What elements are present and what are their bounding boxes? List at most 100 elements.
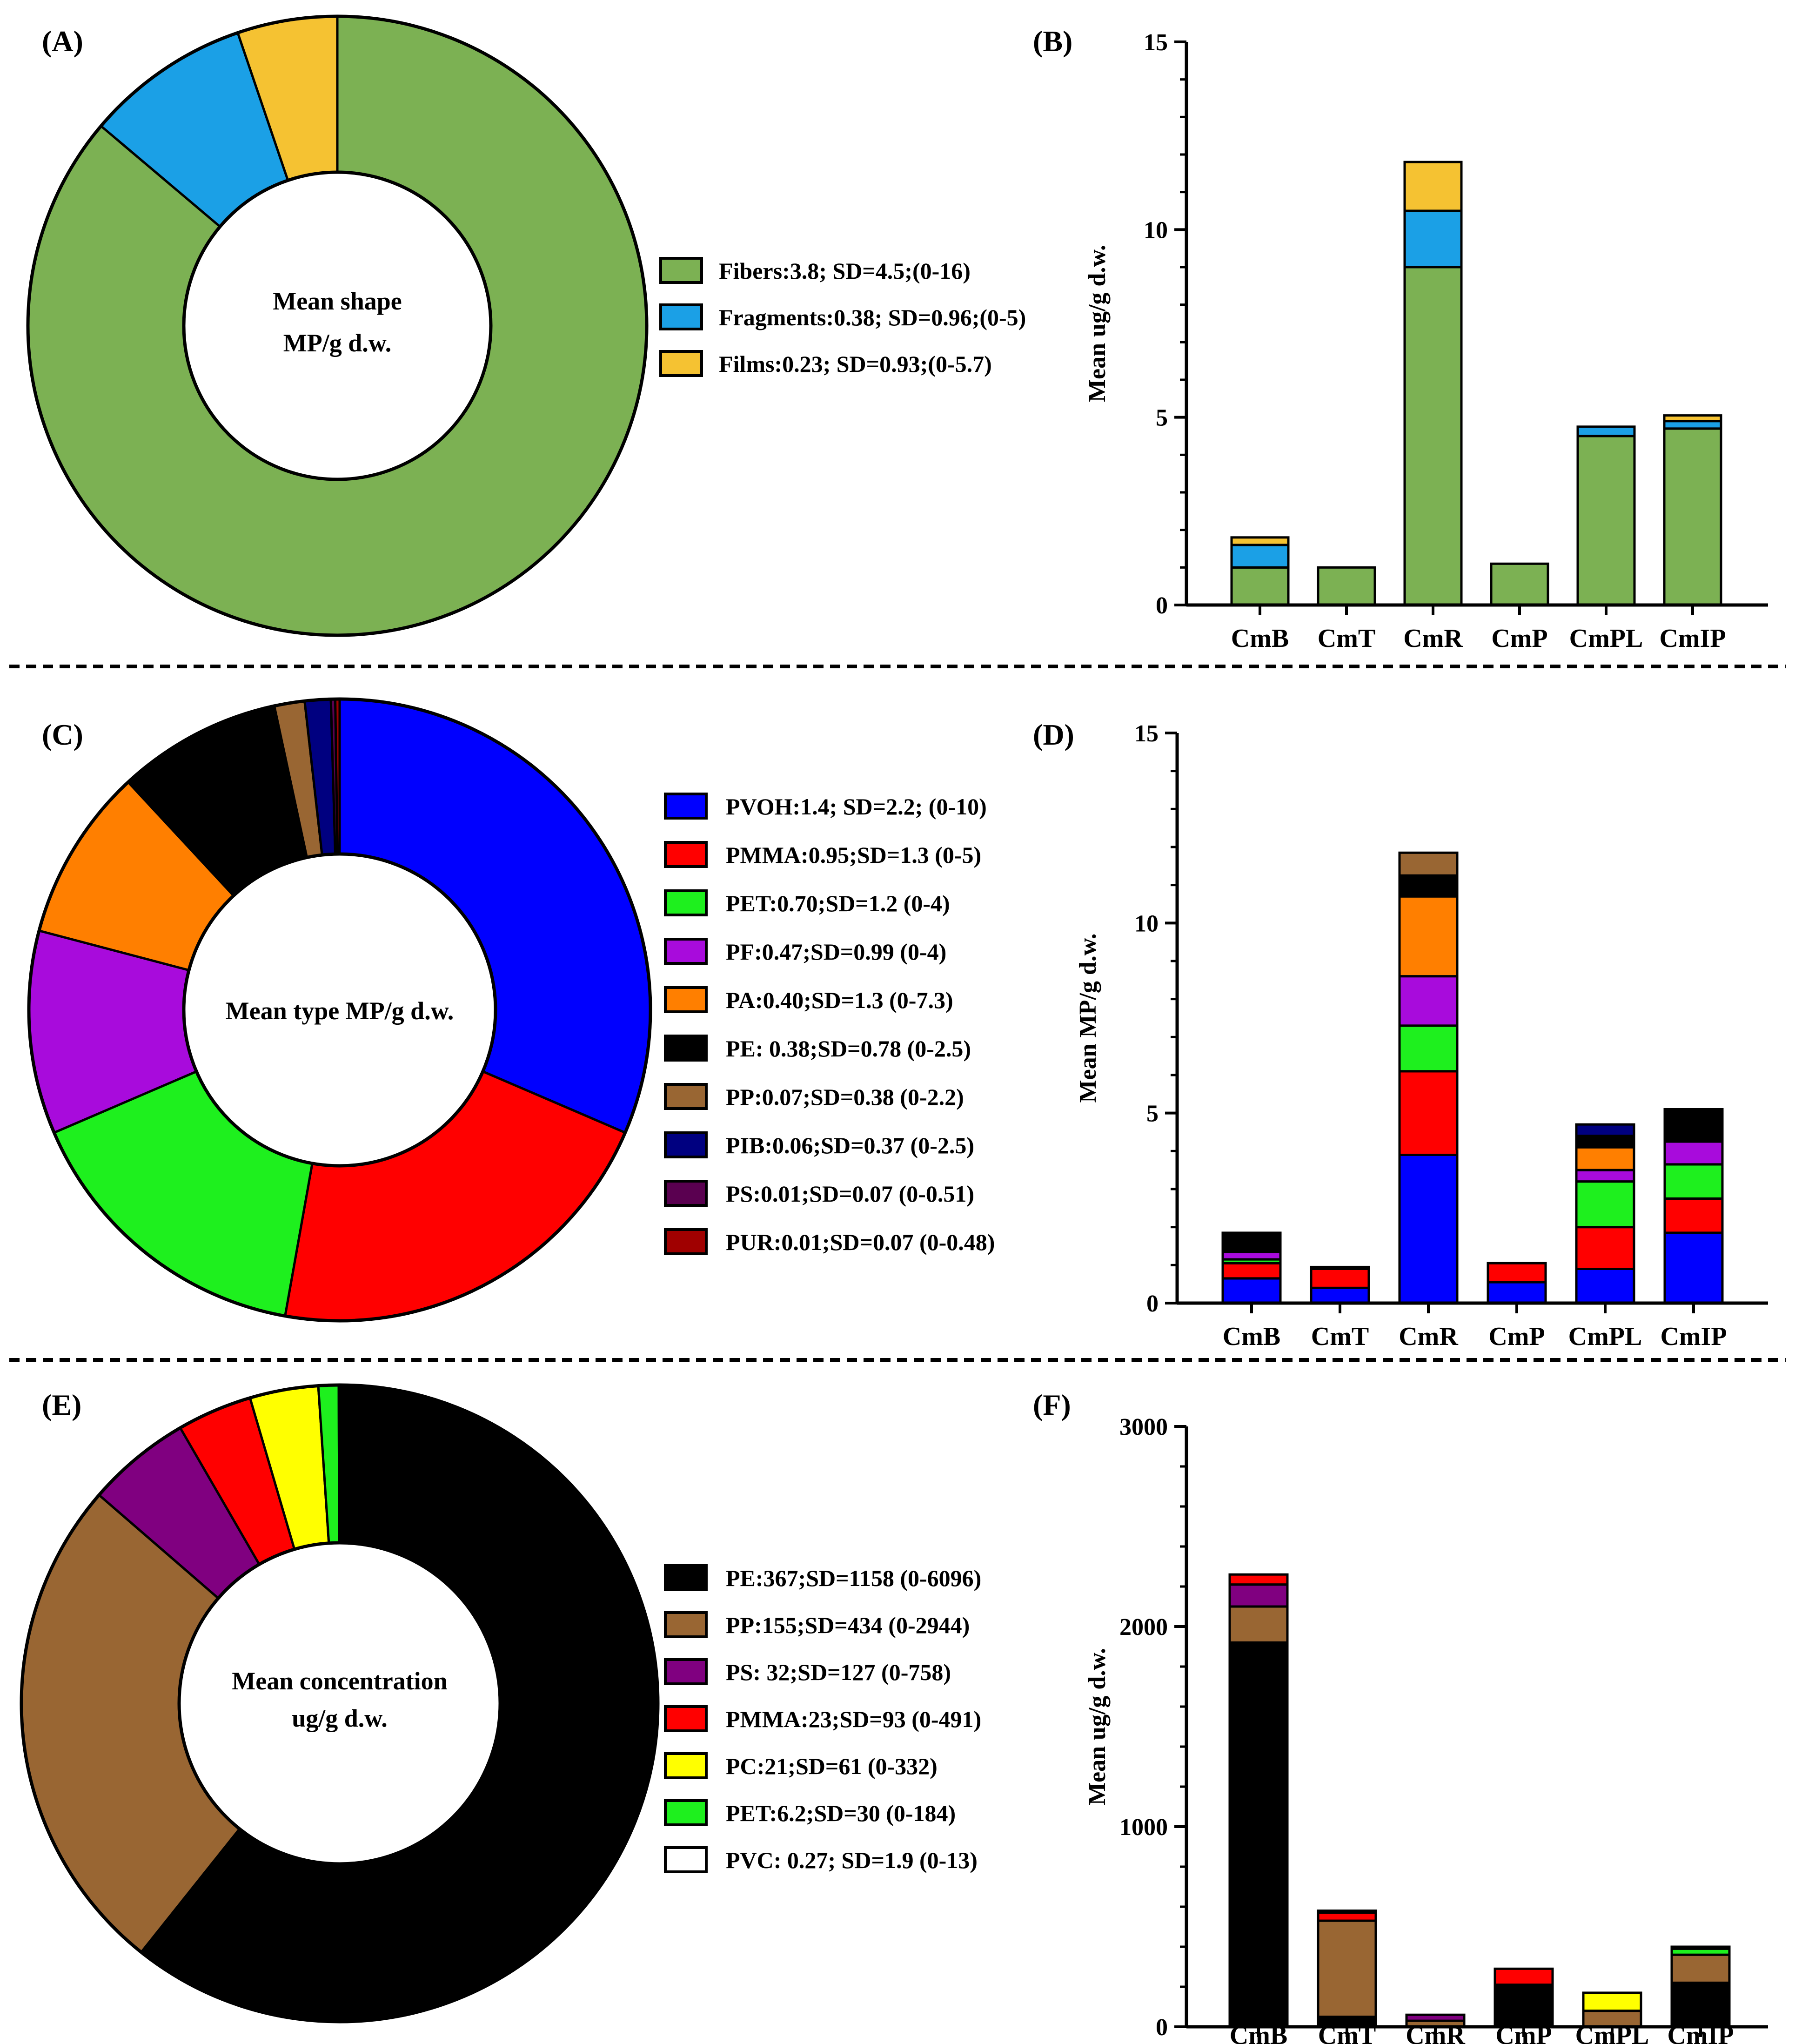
legend-swatch bbox=[664, 1658, 708, 1685]
y-tick-label: 5 bbox=[1146, 1101, 1159, 1127]
bar-segment bbox=[1403, 161, 1463, 212]
bar-segment bbox=[1576, 425, 1636, 437]
legend-label: PET:6.2;SD=30 (0-184) bbox=[726, 1800, 956, 1826]
bar-segment bbox=[1228, 1573, 1289, 1586]
bar-segment bbox=[1405, 2013, 1466, 2022]
donut-hole bbox=[182, 852, 497, 1168]
bar-segment bbox=[1670, 1981, 1731, 2028]
bar-segment bbox=[1310, 1286, 1370, 1304]
legend-label: PP:155;SD=434 (0-2944) bbox=[726, 1612, 970, 1638]
bar-segment bbox=[1575, 1180, 1635, 1229]
y-axis-label: Mean MP/g d.w. bbox=[1075, 934, 1101, 1103]
y-tick-label: 15 bbox=[1144, 29, 1168, 56]
legend-swatch bbox=[659, 303, 703, 330]
bar-segment bbox=[1663, 1197, 1724, 1234]
y-tick-label: 10 bbox=[1134, 910, 1159, 937]
bar-segment bbox=[1398, 1154, 1459, 1304]
donut-center-text: Mean type MP/g d.w. bbox=[226, 997, 454, 1025]
bar-segment bbox=[1575, 1123, 1635, 1137]
bar-segment bbox=[1230, 536, 1290, 546]
bar-segment bbox=[1575, 1169, 1635, 1183]
donut-center-text: Mean shape bbox=[273, 287, 402, 315]
panel-label: (C) bbox=[42, 718, 83, 751]
panel-label: (F) bbox=[1033, 1388, 1071, 1421]
bar-segment bbox=[1487, 1281, 1547, 1304]
bar-segment bbox=[1398, 851, 1459, 877]
y-tick-label: 2000 bbox=[1119, 1614, 1168, 1641]
bar-segment bbox=[1575, 1135, 1635, 1149]
x-tick-label: CmIP bbox=[1660, 1322, 1727, 1351]
donut-center-text: ug/g d.w. bbox=[292, 1704, 388, 1732]
y-axis-label: Mean ug/g d.w. bbox=[1084, 245, 1111, 402]
bar-segment bbox=[1221, 1262, 1282, 1280]
bar-segment bbox=[1317, 1919, 1377, 2018]
x-tick-label: CmB bbox=[1230, 2021, 1287, 2044]
x-tick-label: CmPL bbox=[1575, 2021, 1649, 2044]
bar-segment bbox=[1487, 1262, 1547, 1284]
bar-segment bbox=[1310, 1268, 1370, 1289]
legend-swatch bbox=[664, 841, 708, 868]
x-tick-label: CmPL bbox=[1569, 624, 1643, 653]
x-tick-label: CmR bbox=[1399, 1322, 1458, 1351]
legend-swatch bbox=[664, 1564, 708, 1591]
bar-segment bbox=[1317, 1910, 1377, 1914]
bar-segment bbox=[1670, 1953, 1731, 1984]
bar-segment bbox=[1575, 1146, 1635, 1171]
bar-segment bbox=[1403, 209, 1463, 269]
legend-label: PUR:0.01;SD=0.07 (0-0.48) bbox=[726, 1229, 995, 1255]
legend-label: PF:0.47;SD=0.99 (0-4) bbox=[726, 939, 946, 965]
bar-segment bbox=[1310, 1265, 1370, 1271]
bar-segment bbox=[1575, 1268, 1635, 1304]
x-tick-label: CmB bbox=[1223, 1322, 1280, 1351]
legend-label: PA:0.40;SD=1.3 (0-7.3) bbox=[726, 987, 953, 1013]
legend-label: Films:0.23; SD=0.93;(0-5.7) bbox=[719, 351, 992, 377]
bar-segment bbox=[1582, 1991, 1642, 2012]
legend-label: PP:0.07;SD=0.38 (0-2.2) bbox=[726, 1084, 964, 1110]
legend-swatch bbox=[664, 1083, 708, 1110]
bar-segment bbox=[1230, 566, 1290, 606]
bar-segment bbox=[1663, 414, 1722, 423]
bar-segment bbox=[1398, 1024, 1459, 1073]
legend-swatch bbox=[664, 1752, 708, 1779]
panel-label: (B) bbox=[1033, 25, 1072, 58]
bar-segment bbox=[1663, 1163, 1724, 1200]
legend-swatch bbox=[659, 350, 703, 377]
legend-label: PC:21;SD=61 (0-332) bbox=[726, 1753, 938, 1779]
bar-segment bbox=[1398, 975, 1459, 1027]
bar-segment bbox=[1398, 1070, 1459, 1156]
legend-label: Fragments:0.38; SD=0.96;(0-5) bbox=[719, 304, 1026, 330]
legend-label: PMMA:0.95;SD=1.3 (0-5) bbox=[726, 842, 981, 868]
bar-chart-B: (B) CmB CmT CmR CmP CmPL CmIP 0 5 10 15 Mean ug/g d… bbox=[1033, 25, 1768, 653]
legend-label: PS: 32;SD=127 (0-758) bbox=[726, 1659, 951, 1685]
legend-swatch bbox=[664, 889, 708, 916]
donut-outline bbox=[27, 697, 652, 1323]
legend-swatch bbox=[664, 986, 708, 1013]
legend-swatch bbox=[664, 938, 708, 965]
pie-slice bbox=[337, 1384, 341, 1544]
x-tick-label: CmR bbox=[1406, 2021, 1465, 2044]
legend-label: PE:367;SD=1158 (0-6096) bbox=[726, 1565, 981, 1591]
y-tick-label: 10 bbox=[1144, 217, 1168, 243]
y-axis-label: Mean ug/g d.w. bbox=[1084, 1648, 1111, 1805]
donut-hole bbox=[177, 1541, 502, 1866]
donut-center-text: MP/g d.w. bbox=[283, 329, 392, 357]
y-tick-label: 15 bbox=[1134, 720, 1159, 747]
bar-segment bbox=[1663, 1231, 1724, 1304]
legend-label: PIB:0.06;SD=0.37 (0-2.5) bbox=[726, 1132, 974, 1158]
legend-label: PVOH:1.4; SD=2.2; (0-10) bbox=[726, 793, 987, 820]
bar-segment bbox=[1317, 566, 1376, 606]
panel-label: (D) bbox=[1033, 718, 1074, 751]
bar-segment bbox=[1221, 1231, 1282, 1253]
bar-segment bbox=[1663, 1108, 1724, 1143]
x-tick-label: CmPL bbox=[1568, 1322, 1642, 1351]
bar-segment bbox=[1576, 435, 1636, 606]
x-tick-label: CmP bbox=[1495, 2021, 1552, 2044]
bar-segment bbox=[1221, 1277, 1282, 1304]
legend-swatch bbox=[664, 1705, 708, 1732]
x-tick-label: CmB bbox=[1231, 624, 1289, 653]
donut-chart-E: (E) Mean concentration ug/g d.w. PE:367;SD=… bbox=[20, 1383, 981, 2024]
legend-swatch bbox=[664, 1611, 708, 1638]
bar-chart-D: (D) CmB CmT CmR CmP CmPL CmIP 0 5 10 15 Mean MP/g d… bbox=[1033, 718, 1768, 1351]
bar-chart-F: (F) CmB CmT CmR CmP CmPL CmIP 0 1000 2000 3000 Mean… bbox=[1033, 1388, 1768, 2044]
y-tick-label: 0 bbox=[1156, 592, 1168, 619]
